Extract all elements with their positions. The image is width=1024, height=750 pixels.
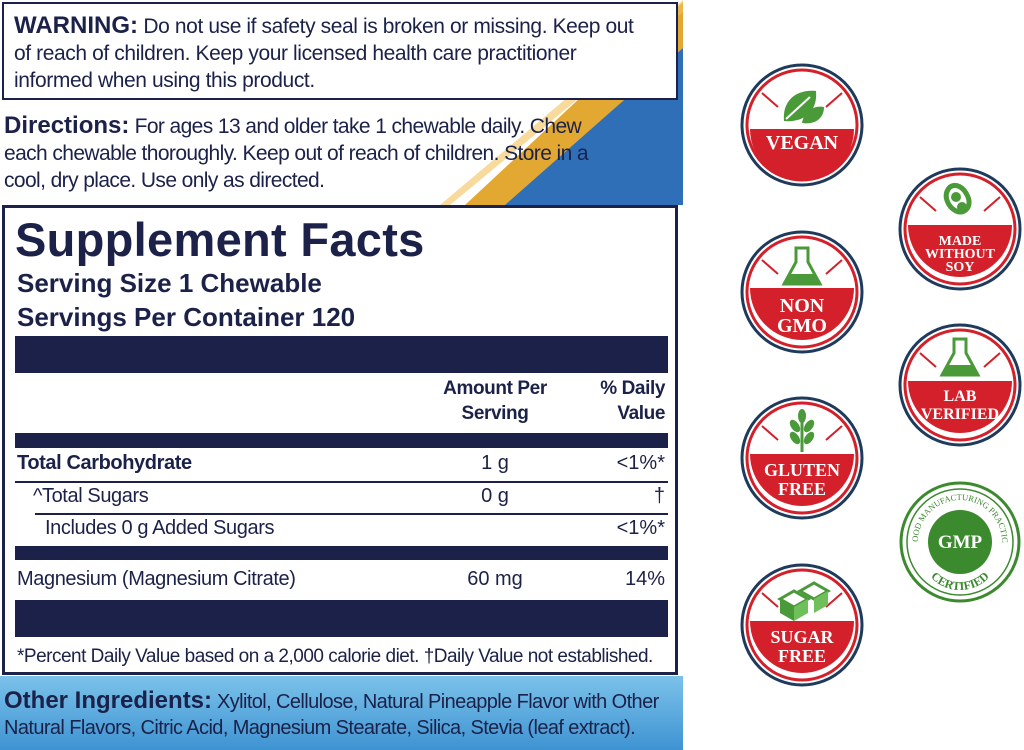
supplement-facts-panel: Supplement Facts Serving Size 1 Chewable…: [2, 205, 678, 675]
facts-rule: [15, 481, 668, 483]
lab-verified-badge: LAB VERIFIED: [898, 323, 1022, 447]
vegan-badge: VEGAN: [740, 63, 864, 187]
row-magnesium-dv: 14%: [624, 568, 665, 590]
non-gmo-line1: NON: [780, 295, 825, 317]
row-total-carbohydrate-amount: 1 g: [481, 452, 509, 474]
row-total-sugars-label: ^Total Sugars: [33, 485, 149, 507]
flask-icon: [781, 246, 823, 286]
daily-value-header: % Daily Value: [600, 378, 665, 424]
warning-box: WARNING: Do not use if safety seal is br…: [2, 2, 678, 100]
row-added-sugars-label: Includes 0 g Added Sugars: [45, 517, 275, 539]
vegan-label: VEGAN: [766, 132, 839, 154]
soy-label-line1: MADE: [939, 234, 982, 249]
gmp-certified-badge: GOOD MANUFACTURING PRACTICE CERTIFIED GM…: [898, 480, 1022, 604]
directions-text: Directions: For ages 13 and older take 1…: [4, 112, 624, 194]
facts-divider-bar: [15, 546, 668, 560]
leaf-icon: [783, 90, 824, 124]
facts-divider-bar: [15, 336, 668, 373]
facts-rule: [35, 513, 668, 515]
row-magnesium-amount: 60 mg: [467, 568, 523, 590]
gluten-free-line1: GLUTEN: [764, 460, 840, 480]
other-ingredients-title: Other Ingredients:: [4, 687, 213, 714]
sugar-free-line2: FREE: [778, 646, 826, 666]
wheat-icon: [789, 409, 815, 452]
soybean-icon: [943, 182, 972, 215]
row-total-carbohydrate-label: Total Carbohydrate: [17, 452, 192, 474]
row-added-sugars-dv: <1%*: [616, 517, 665, 539]
sugar-free-line1: SUGAR: [770, 627, 834, 647]
warning-title: WARNING:: [14, 12, 138, 39]
servings-per-container: Servings Per Container 120: [17, 302, 356, 332]
supplement-label-panel: WARNING: Do not use if safety seal is br…: [0, 0, 683, 750]
row-total-carbohydrate-dv: <1%*: [616, 452, 665, 474]
flask-icon: [939, 337, 981, 377]
directions-body: For ages 13 and older take 1 chewable da…: [4, 115, 589, 192]
serving-size: Serving Size 1 Chewable: [17, 268, 322, 298]
lab-verified-line1: LAB: [944, 388, 977, 405]
facts-divider-bar: [15, 433, 668, 448]
row-magnesium-label: Magnesium (Magnesium Citrate): [17, 568, 296, 590]
lab-verified-line2: VERIFIED: [921, 406, 999, 423]
gmp-center-text: GMP: [938, 532, 983, 553]
amount-per-serving-header: Amount Per Serving: [443, 378, 547, 424]
soy-label-line3: SOY: [946, 260, 975, 275]
gluten-free-line2: FREE: [778, 479, 826, 499]
non-gmo-line2: GMO: [777, 315, 827, 337]
sugar-cubes-icon: [776, 581, 832, 621]
warning-text: WARNING: Do not use if safety seal is br…: [14, 12, 644, 94]
other-ingredients: Other Ingredients: Xylitol, Cellulose, N…: [4, 688, 674, 741]
sugar-free-badge: SUGAR FREE: [740, 563, 864, 687]
row-total-sugars-dv: †: [653, 485, 665, 507]
decorative-stripes: [0, 0, 683, 750]
non-gmo-badge: NON GMO: [740, 230, 864, 354]
made-without-soy-badge: MADE WITHOUT SOY: [898, 167, 1022, 291]
directions-title: Directions:: [4, 112, 130, 139]
row-total-sugars-amount: 0 g: [481, 485, 509, 507]
warning-body: Do not use if safety seal is broken or m…: [14, 15, 634, 92]
gluten-free-badge: GLUTEN FREE: [740, 396, 864, 520]
other-ingredients-body: Xylitol, Cellulose, Natural Pineapple Fl…: [4, 691, 659, 739]
supplement-facts-title: Supplement Facts: [15, 213, 425, 266]
soy-label-line2: WITHOUT: [925, 247, 996, 262]
facts-divider-bar: [15, 600, 668, 637]
facts-footnote: *Percent Daily Value based on a 2,000 ca…: [17, 646, 653, 667]
